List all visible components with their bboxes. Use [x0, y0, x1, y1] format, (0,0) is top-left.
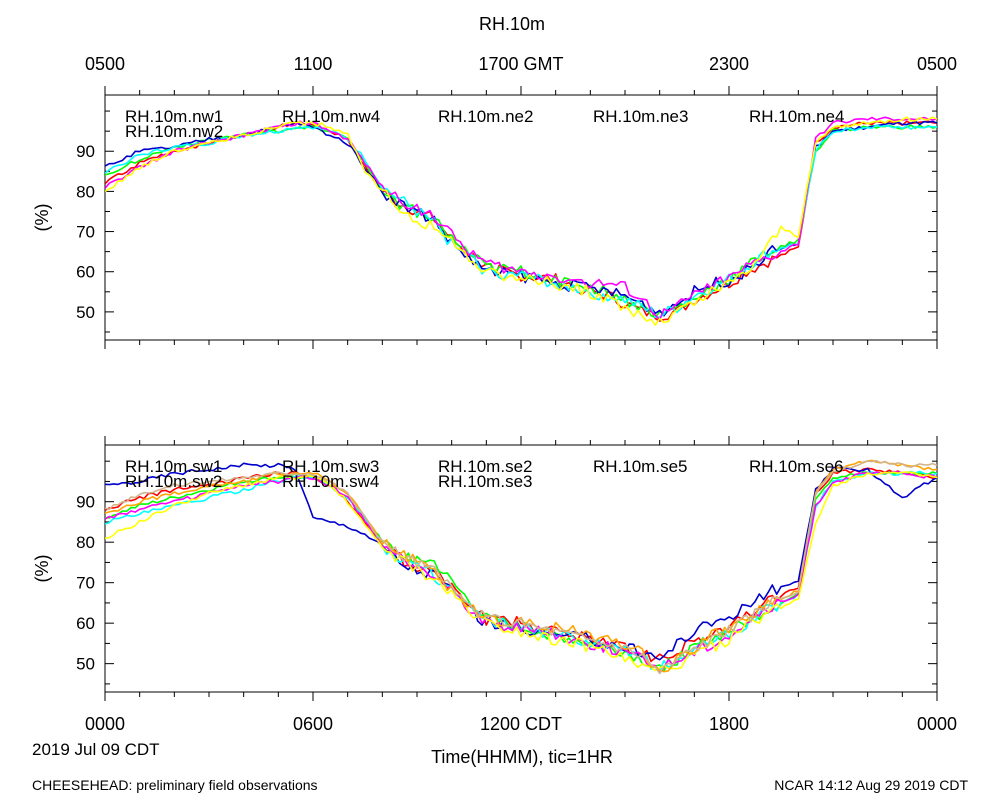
series-line-rh-10m-nw1 [105, 120, 937, 322]
y-tick-label: 70 [76, 223, 95, 242]
legend-label: RH.10m.sw4 [282, 472, 379, 491]
series-line-rh-10m-sw4 [105, 470, 937, 672]
series-line-rh-10m-ne4 [105, 116, 937, 326]
bottom-panel: 0000 0600 1200 CDT 1800 0000 50 60 70 80 90 (%) RH.… [32, 436, 957, 734]
legend-label: RH.10m.ne3 [593, 107, 688, 126]
x-axis-title: Time(HHMM), tic=1HR [431, 747, 613, 767]
series-line-rh-10m-ne3 [105, 116, 937, 321]
legend-label: RH.10m.sw3 [282, 457, 379, 476]
y-tick-label: 60 [76, 263, 95, 282]
legend-label: RH.10m.ne4 [749, 107, 844, 126]
series-line-rh-10m-nw2 [105, 124, 937, 319]
plot-frame [104, 94, 938, 341]
y-tick-label: 50 [76, 303, 95, 322]
x-tick-label: 1800 [709, 714, 749, 734]
date-label: 2019 Jul 09 CDT [32, 740, 160, 759]
legend-label: RH.10m.se6 [749, 457, 843, 476]
legend-label: RH.10m.se2 [438, 457, 532, 476]
series-line-rh-10m-sw1 [105, 467, 937, 663]
y-tick-label: 60 [76, 614, 95, 633]
series-line-rh-10m-se2 [105, 470, 937, 675]
legend-label: RH.10m.nw2 [125, 122, 223, 141]
series-lines [105, 459, 937, 675]
footer-right: NCAR 14:12 Aug 29 2019 CDT [774, 777, 968, 793]
x-tick-label: 0600 [293, 714, 333, 734]
x-tick-label: 0500 [85, 54, 125, 74]
footer-left: CHEESEHEAD: preliminary field observatio… [32, 777, 318, 793]
y-tick-label: 80 [76, 182, 95, 201]
y-tick-label: 50 [76, 655, 95, 674]
series-line-rh-10m-se3 [105, 471, 937, 672]
legend-label: RH.10m.sw1 [125, 457, 222, 476]
legend-label: RH.10m.se3 [438, 472, 532, 491]
y-tick-label: 90 [76, 142, 95, 161]
y-tick-label: 90 [76, 493, 95, 512]
legend-label: RH.10m.ne2 [438, 107, 533, 126]
series-line-rh-10m-nw4 [105, 120, 937, 317]
x-tick-label: 1100 [294, 54, 333, 74]
series-line-rh-10m-sw2 [105, 470, 937, 673]
x-tick-label: 0500 [917, 54, 957, 74]
y-axis-label: (%) [32, 555, 52, 583]
series-line-rh-10m-se6 [105, 459, 937, 675]
legend-label: RH.10m.nw4 [282, 107, 380, 126]
x-tick-label: 1700 GMT [478, 54, 563, 74]
y-tick-label: 80 [76, 533, 95, 552]
series-line-rh-10m-ne2 [105, 124, 937, 319]
y-tick-label: 70 [76, 574, 95, 593]
x-tick-label: 1200 CDT [480, 714, 562, 734]
legend-label: RH.10m.se5 [593, 457, 687, 476]
x-tick-label: 0000 [85, 714, 125, 734]
x-tick-label: 0000 [917, 714, 957, 734]
legend-label: RH.10m.sw2 [125, 472, 222, 491]
chart-title: RH.10m [479, 14, 545, 34]
legend-label: RH.10m.nw1 [125, 107, 223, 126]
y-axis-label: (%) [32, 204, 52, 232]
series-lines [105, 116, 937, 326]
top-panel: 0500 1100 1700 GMT 2300 0500 50 60 70 80 90 (%) RH.… [32, 54, 957, 349]
x-tick-label: 2300 [709, 54, 749, 74]
